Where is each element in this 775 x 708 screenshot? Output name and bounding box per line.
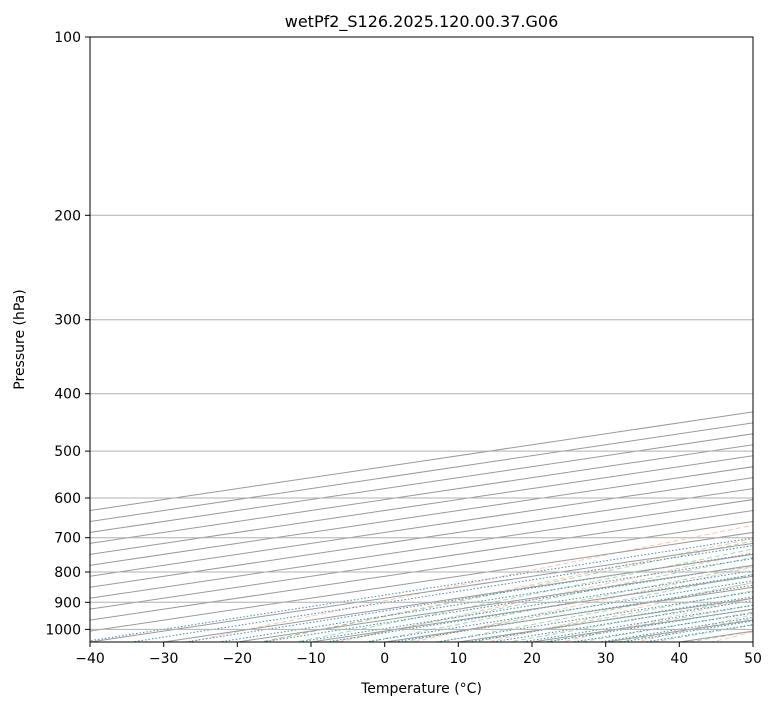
y-tick-label: 1000 — [45, 622, 81, 638]
mixing-ratio-line — [489, 600, 753, 642]
isotherm-line — [90, 531, 753, 632]
axes: −40 −30 −20 −10 0 10 20 30 40 50 1000 900 800 700 600 5… — [45, 30, 762, 667]
dry-adiabat-line — [410, 566, 753, 642]
moist-adiabat-line — [329, 556, 753, 642]
y-tick-label: 400 — [54, 387, 81, 403]
dry-adiabat-line — [485, 581, 753, 642]
x-axis-label: Temperature (°C) — [360, 681, 482, 697]
x-tick-label: 50 — [744, 651, 762, 667]
y-tick-label: 500 — [54, 444, 81, 460]
isotherm-line — [90, 499, 753, 599]
isotherm-line — [90, 455, 753, 555]
isotherm-line — [90, 520, 753, 621]
y-tick-label: 700 — [54, 531, 81, 547]
y-axis-label: Pressure (hPa) — [12, 289, 28, 389]
y-tick-label: 600 — [54, 491, 81, 507]
y-tick-label: 100 — [54, 30, 81, 46]
x-tick-label: 10 — [449, 651, 467, 667]
x-tick-label: −10 — [296, 651, 326, 667]
x-tick-label: −40 — [75, 651, 105, 667]
x-tick-label: −20 — [223, 651, 253, 667]
y-tick-label: 900 — [54, 595, 81, 611]
mixing-ratio-line — [433, 591, 753, 642]
isotherm-line — [90, 488, 753, 588]
y-tick-label: 200 — [54, 208, 81, 224]
chart-title: wetPf2_S126.2025.120.00.37.G06 — [285, 12, 559, 32]
mixing-ratio-line — [518, 604, 753, 642]
plot-frame — [89, 36, 754, 643]
moist-adiabat-line — [400, 573, 753, 642]
x-tick-label: 20 — [523, 651, 541, 667]
moist-adiabat-line — [471, 590, 753, 642]
moist-adiabat-line — [542, 604, 753, 642]
x-tick-label: 0 — [380, 651, 389, 667]
mixing-ratio-line — [90, 537, 753, 642]
isotherm-line — [90, 466, 753, 566]
x-tick-label: 40 — [670, 651, 688, 667]
isotherm-line — [90, 510, 753, 610]
mixing-ratio-line — [128, 545, 753, 642]
isotherm-line — [90, 542, 753, 642]
background-lines — [90, 37, 753, 642]
x-tick-label: −30 — [149, 651, 179, 667]
mixing-ratio-line — [182, 553, 753, 642]
y-tick-label: 300 — [54, 313, 81, 329]
dry-adiabat-line — [261, 538, 753, 642]
moist-adiabat-line — [506, 597, 753, 642]
isotherm-line — [90, 477, 753, 577]
y-tick-label: 800 — [54, 565, 81, 581]
moist-adiabat-line — [257, 540, 753, 642]
x-tick-label: 30 — [597, 651, 615, 667]
